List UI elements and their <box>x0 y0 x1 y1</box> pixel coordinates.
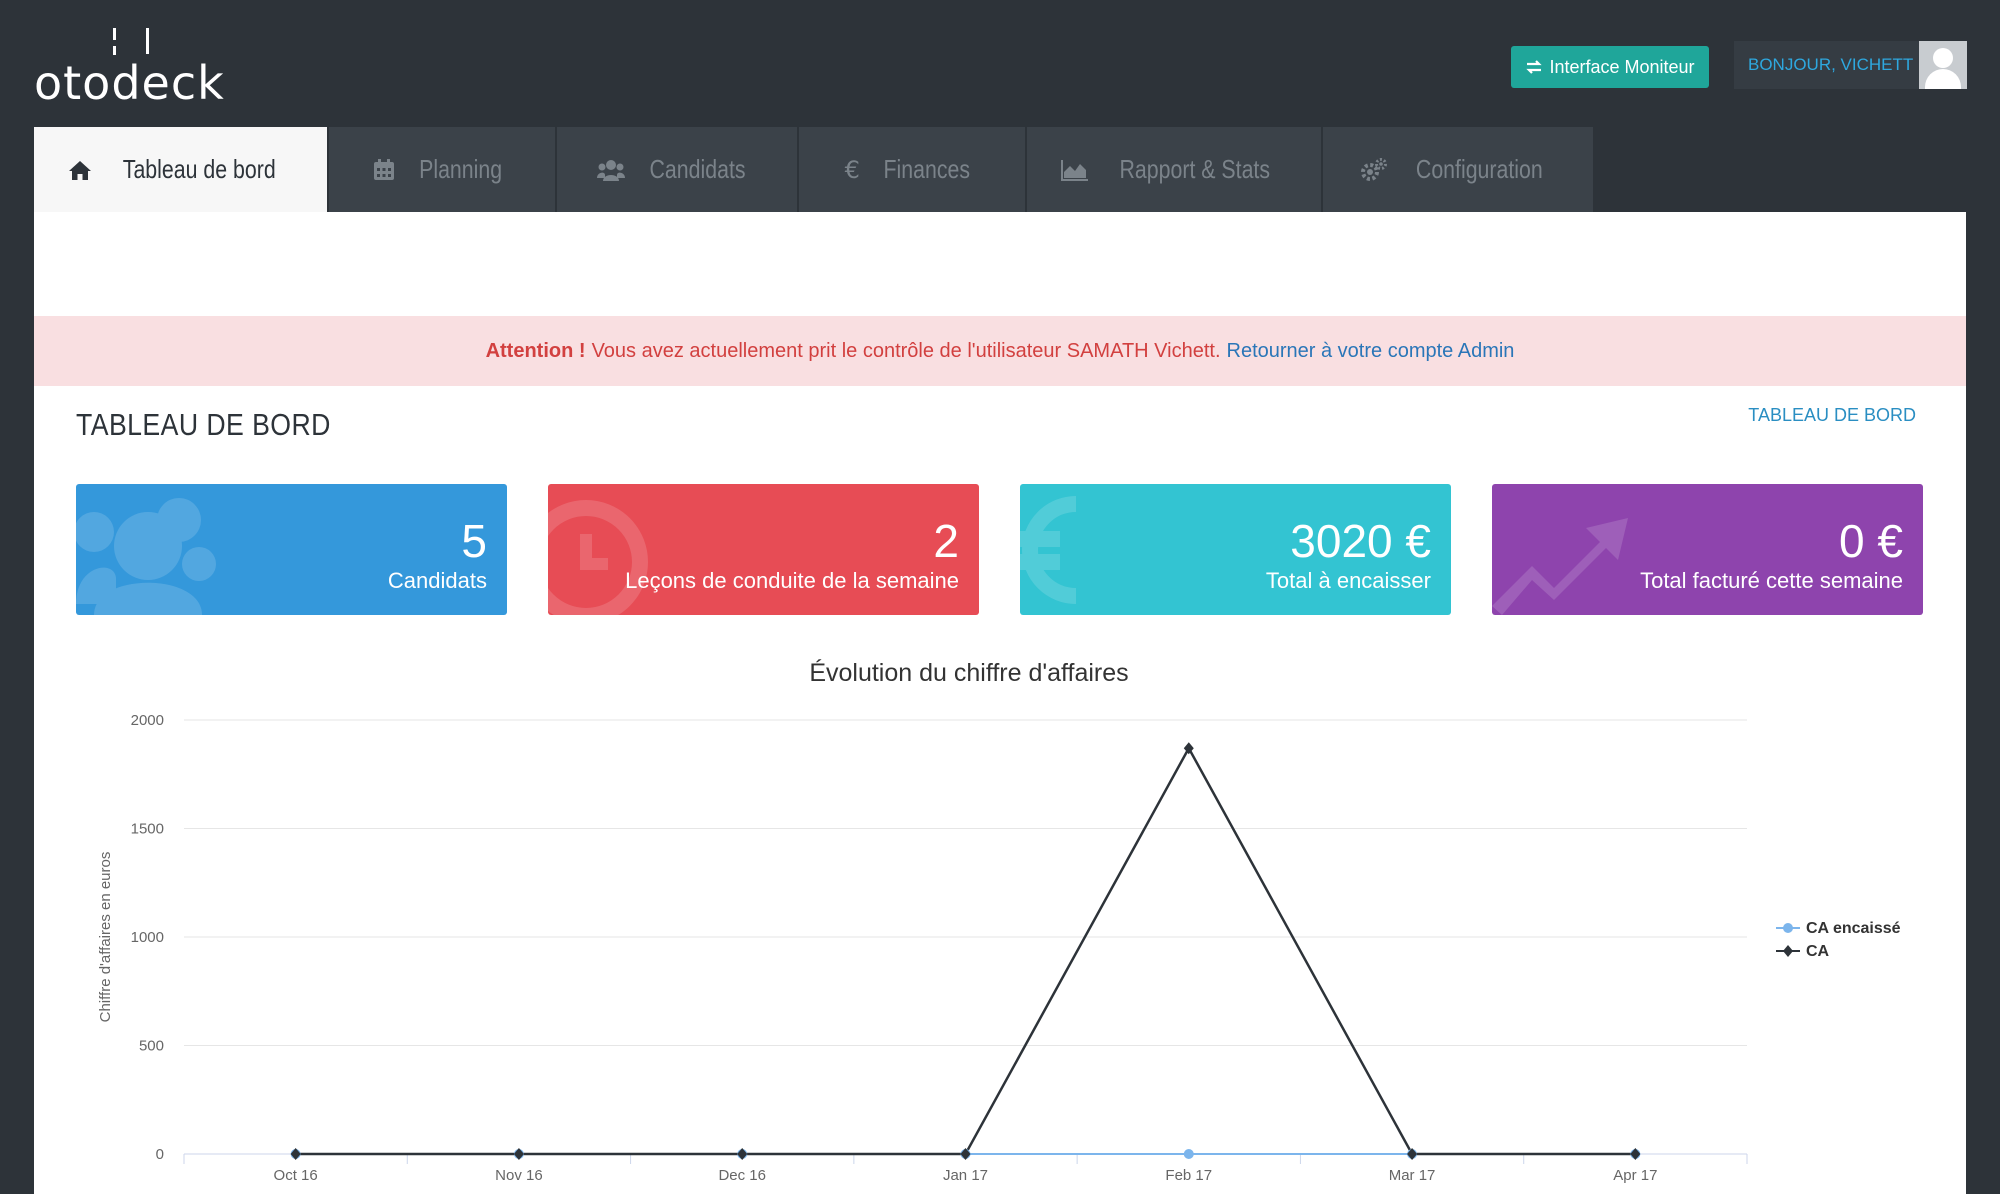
data-point-ca <box>1630 1148 1641 1160</box>
legend-marker <box>1783 945 1793 957</box>
tab-label: Finances <box>883 154 970 184</box>
exchange-icon <box>1526 60 1543 74</box>
avatar[interactable] <box>1919 41 1967 89</box>
legend-label: CA <box>1806 943 1830 960</box>
logo-tick <box>113 46 116 55</box>
user-greeting: BONJOUR, VICHETT <box>1748 55 1914 74</box>
data-point-ca <box>513 1148 524 1160</box>
tab-label: Configuration <box>1415 154 1543 184</box>
legend-marker <box>1783 923 1793 933</box>
users-icon <box>597 159 626 181</box>
euro-icon: € <box>844 155 860 184</box>
clock-icon <box>548 500 648 615</box>
stat-label: Total facturé cette semaine <box>1640 568 1903 593</box>
y-tick-label: 500 <box>139 1038 164 1055</box>
logo-tick <box>146 28 149 54</box>
return-admin-link[interactable]: Retourner à votre compte Admin <box>1226 339 1515 362</box>
euro-icon <box>1020 496 1077 604</box>
stat-card-lecons[interactable]: 2 Leçons de conduite de la semaine <box>548 484 979 615</box>
stat-card-encaisser[interactable]: 3020 € Total à encaisser <box>1020 484 1451 615</box>
stat-label: Leçons de conduite de la semaine <box>625 568 959 593</box>
trending-up-icon <box>1492 518 1628 615</box>
data-point-ca <box>960 1148 971 1160</box>
tab-tableau-de-bord[interactable]: Tableau de bord <box>34 127 327 212</box>
interface-moniteur-label: Interface Moniteur <box>1549 56 1695 77</box>
tab-finances[interactable]: € Finances <box>799 127 1025 212</box>
breadcrumb[interactable]: TABLEAU DE BORD <box>1748 405 1916 425</box>
tab-label: Tableau de bord <box>123 154 276 184</box>
gears-icon <box>1360 157 1387 181</box>
x-tick-label: Dec 16 <box>718 1167 766 1184</box>
home-icon <box>69 160 92 180</box>
y-tick-label: 1000 <box>131 929 164 946</box>
y-tick-label: 1500 <box>131 821 164 838</box>
alert-message: Vous avez actuellement prit le contrôle … <box>591 339 1221 362</box>
data-point-ca <box>737 1148 748 1160</box>
stat-value: 5 <box>461 515 487 567</box>
logo-text: otodeck <box>34 56 225 110</box>
data-point-ca <box>290 1148 301 1160</box>
stat-value: 0 € <box>1839 515 1903 567</box>
chart-title: Évolution du chiffre d'affaires <box>809 659 1129 687</box>
x-tick-label: Oct 16 <box>274 1167 318 1184</box>
tab-configuration[interactable]: Configuration <box>1323 127 1593 212</box>
impersonation-alert: Attention ! Vous avez actuellement prit … <box>34 316 1966 386</box>
interface-moniteur-button[interactable]: Interface Moniteur <box>1511 46 1709 88</box>
stat-card-candidats[interactable]: 5 Candidats <box>76 484 507 615</box>
main-tabs: Tableau de bord Planning Candidats € Fin… <box>34 127 1593 212</box>
page-title: TABLEAU DE BORD <box>76 407 331 442</box>
revenue-chart: 0 500 1000 1500 2000 Oct 16 Nov 16 Dec 16 Jan 17… <box>97 712 1901 1184</box>
stat-label: Total à encaisser <box>1265 568 1431 593</box>
x-tick-label: Nov 16 <box>495 1167 543 1184</box>
stat-card-facture[interactable]: 0 € Total facturé cette semaine <box>1492 484 1923 615</box>
area-chart-icon <box>1061 159 1089 181</box>
x-tick-label: Jan 17 <box>943 1167 988 1184</box>
data-point-ca <box>1407 1148 1418 1160</box>
tab-planning[interactable]: Planning <box>329 127 555 212</box>
data-point-ca-encaisse <box>1183 1149 1194 1159</box>
tab-label: Rapport & Stats <box>1119 154 1271 184</box>
data-point-ca <box>1183 742 1194 755</box>
series-line-ca <box>295 745 1636 1156</box>
tab-label: Candidats <box>649 154 746 184</box>
alert-strong: Attention ! <box>485 339 586 362</box>
stat-value: 3020 € <box>1290 515 1431 567</box>
users-icon <box>76 498 216 615</box>
x-tick-label: Mar 17 <box>1389 1167 1436 1184</box>
user-menu[interactable]: BONJOUR, VICHETT <box>1734 41 1967 89</box>
logo-tick <box>113 28 116 40</box>
x-tick-label: Feb 17 <box>1165 1167 1212 1184</box>
x-tick-label: Apr 17 <box>1613 1167 1657 1184</box>
y-tick-label: 2000 <box>131 712 164 729</box>
y-axis-label: Chiffre d'affaires en euros <box>97 852 114 1023</box>
main-panel: Attention ! Vous avez actuellement prit … <box>34 212 1966 1194</box>
tab-rapport-stats[interactable]: Rapport & Stats <box>1027 127 1321 212</box>
calendar-icon <box>374 158 395 180</box>
stat-value: 2 <box>933 515 959 567</box>
y-tick-label: 0 <box>156 1146 164 1163</box>
stat-label: Candidats <box>387 568 487 593</box>
tab-label: Planning <box>419 154 503 184</box>
legend-label: CA encaissé <box>1806 920 1901 937</box>
tab-candidats[interactable]: Candidats <box>557 127 797 212</box>
logo[interactable]: otodeck <box>34 26 224 110</box>
